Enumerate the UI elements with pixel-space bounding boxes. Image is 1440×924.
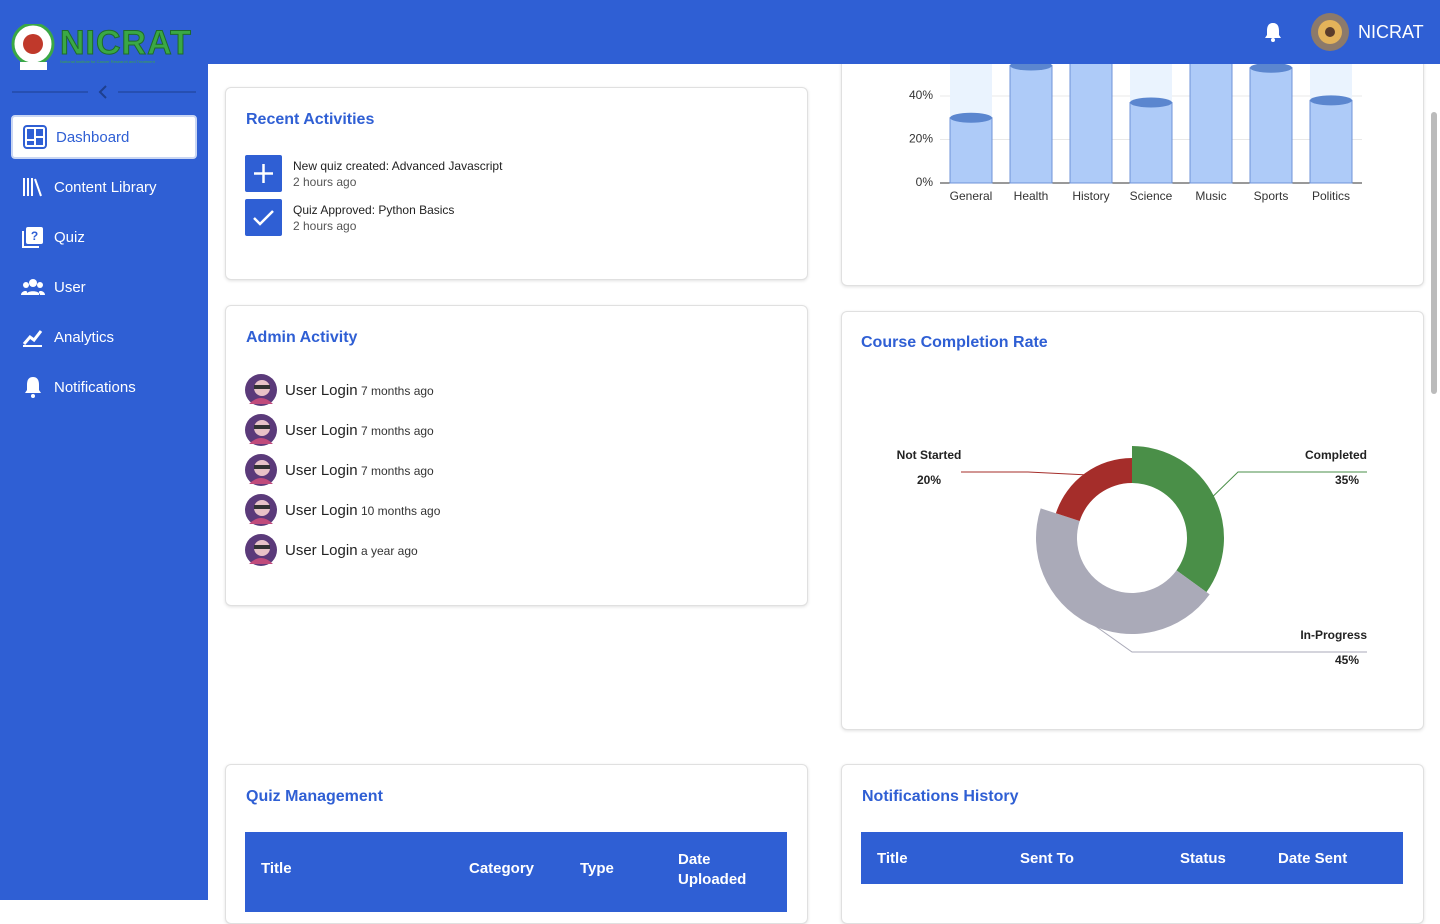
card-title: Notifications History: [862, 788, 1019, 805]
nav-analytics[interactable]: Analytics: [11, 315, 197, 359]
scrollbar[interactable]: [1431, 112, 1437, 394]
nav-label: Dashboard: [56, 128, 130, 146]
add-icon: [245, 155, 282, 192]
nav-label: Notifications: [54, 378, 136, 396]
admin-time: 7 months ago: [361, 384, 434, 398]
icon: [23, 125, 47, 149]
column-header: Type: [580, 860, 614, 877]
column-header: Title: [877, 850, 908, 867]
icon: [23, 178, 42, 197]
admin-avatar: [245, 534, 277, 566]
icon: [21, 279, 45, 295]
card-title: Quiz Management: [246, 788, 383, 805]
column-header: Date Sent: [1278, 850, 1348, 867]
user-name[interactable]: NICRAT: [1358, 22, 1424, 42]
nav-content-library[interactable]: Content Library: [11, 165, 197, 209]
user-avatar[interactable]: [1310, 12, 1350, 52]
svg-text:?: ?: [31, 229, 38, 243]
icon: ?: [22, 227, 43, 248]
activity-time: 2 hours ago: [293, 219, 357, 233]
icon: [25, 377, 41, 398]
card-title: Admin Activity: [246, 329, 358, 346]
nav-dashboard[interactable]: Dashboard: [11, 115, 197, 159]
card-title: Recent Activities: [246, 111, 375, 128]
recent-activities-card: Recent Activities New quiz created: Adva…: [225, 87, 808, 280]
admin-time: 7 months ago: [361, 464, 434, 478]
top-bar: NICRAT National Institute for Cancer Res…: [0, 0, 1440, 70]
admin-avatar: [245, 494, 277, 526]
admin-action: User Login: [285, 382, 358, 399]
completion-card: [841, 311, 1424, 730]
quiz-management-card: Quiz Management Title Category Type Date…: [225, 764, 808, 924]
brand: NICRAT: [60, 24, 192, 63]
activity-time: 2 hours ago: [293, 175, 357, 189]
nav-label: Quiz: [54, 228, 85, 246]
icon: [22, 330, 43, 347]
notifications-history-card: Notifications History Title Sent To Stat…: [841, 764, 1424, 924]
column-header: Date Uploaded: [678, 851, 747, 888]
nav-user[interactable]: User: [11, 265, 197, 309]
bell-icon[interactable]: [1263, 21, 1283, 43]
admin-action: User Login: [285, 542, 358, 559]
nav-label: Analytics: [54, 328, 115, 346]
activity-text: Quiz Approved: Python Basics: [293, 203, 455, 217]
logo: [11, 24, 55, 70]
check-icon: [245, 199, 282, 236]
admin-avatar: [245, 414, 277, 446]
column-header: Status: [1180, 850, 1226, 867]
column-header: Category: [469, 860, 535, 877]
admin-action: User Login: [285, 502, 358, 519]
column-header: Sent To: [1020, 850, 1074, 867]
admin-time: 7 months ago: [361, 424, 434, 438]
admin-action: User Login: [285, 422, 358, 439]
nav-notifications[interactable]: Notifications: [11, 365, 197, 409]
nav-label: Content Library: [54, 178, 157, 196]
brand-subtitle: National Institute for Cancer Research a…: [60, 59, 155, 64]
nav-quiz[interactable]: ? Quiz: [11, 215, 197, 259]
activity-text: New quiz created: Advanced Javascript: [293, 159, 503, 173]
nav-label: User: [54, 278, 86, 296]
admin-time: 10 months ago: [361, 504, 441, 518]
admin-avatar: [245, 454, 277, 486]
admin-time: a year ago: [361, 544, 418, 558]
table-header: Title Category Type Date Uploaded: [245, 832, 787, 912]
admin-avatar: [245, 374, 277, 406]
column-header: Title: [261, 860, 292, 877]
table-header: Title Sent To Status Date Sent: [861, 832, 1403, 884]
sidebar: Dashboard Content Library ? Quiz User An…: [0, 64, 208, 900]
collapse-control[interactable]: [10, 82, 198, 102]
admin-activity-card: Admin Activity User Login 7 months ago Use…: [225, 305, 808, 606]
admin-action: User Login: [285, 462, 358, 479]
